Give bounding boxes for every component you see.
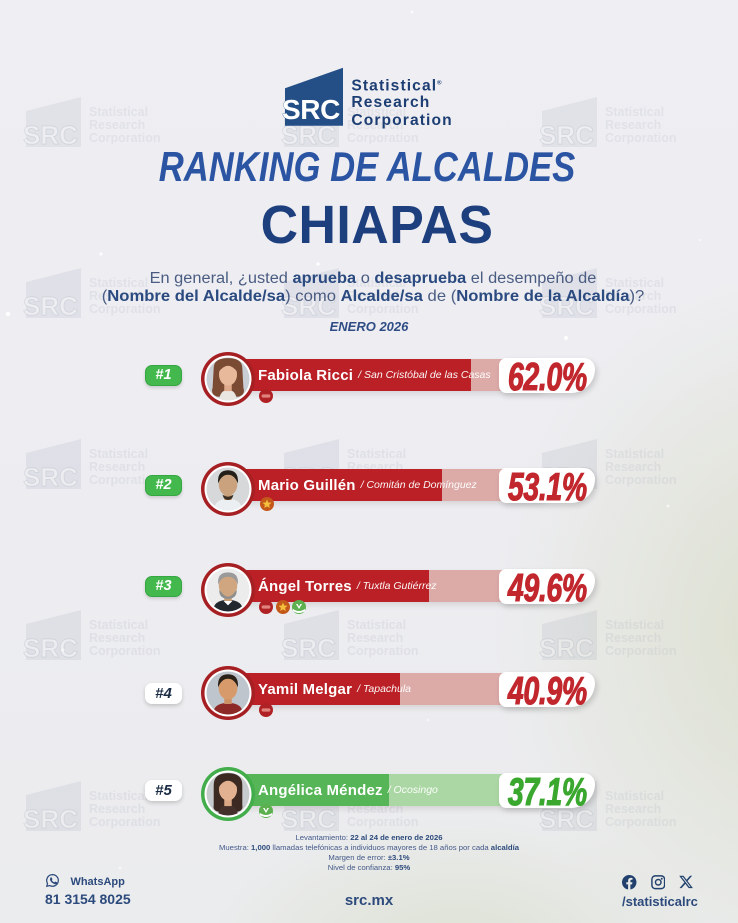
svg-text:Statistical: Statistical [89,276,148,290]
svg-text:Research: Research [605,460,661,474]
svg-text:Research: Research [605,289,661,303]
svg-text:Corporation: Corporation [347,302,419,316]
svg-text:SRC: SRC [23,120,78,150]
svg-text:SRC: SRC [281,804,336,834]
svg-text:Corporation: Corporation [89,302,161,316]
svg-text:Research: Research [89,118,145,132]
svg-text:Research: Research [351,94,430,111]
svg-text:Statistical®: Statistical® [351,78,442,95]
svg-text:Research: Research [89,460,145,474]
svg-text:Research: Research [89,631,145,645]
svg-text:Statistical: Statistical [347,276,406,290]
svg-text:Corporation: Corporation [347,644,419,658]
svg-text:Corporation: Corporation [89,131,161,145]
svg-text:Corporation: Corporation [605,473,677,487]
svg-text:Research: Research [605,118,661,132]
svg-text:SRC: SRC [23,804,78,834]
svg-text:Statistical: Statistical [347,105,406,119]
svg-text:Statistical: Statistical [605,618,664,632]
svg-text:Research: Research [347,631,403,645]
svg-text:Corporation: Corporation [605,815,677,829]
svg-text:Research: Research [605,802,661,816]
svg-text:SRC: SRC [539,804,594,834]
svg-text:Statistical: Statistical [89,789,148,803]
svg-text:Research: Research [89,289,145,303]
svg-text:Corporation: Corporation [89,815,161,829]
svg-text:Statistical: Statistical [89,618,148,632]
svg-text:SRC: SRC [539,120,594,150]
svg-text:SRC: SRC [282,94,340,125]
svg-text:Statistical: Statistical [89,447,148,461]
svg-text:SRC: SRC [539,633,594,663]
svg-text:Statistical: Statistical [605,105,664,119]
svg-text:Statistical: Statistical [89,105,148,119]
svg-text:Corporation: Corporation [89,473,161,487]
svg-text:Research: Research [347,289,403,303]
svg-text:Corporation: Corporation [605,644,677,658]
svg-text:Statistical: Statistical [605,447,664,461]
svg-text:Statistical: Statistical [605,276,664,290]
svg-text:Corporation: Corporation [347,815,419,829]
svg-text:Statistical: Statistical [605,789,664,803]
svg-text:Statistical: Statistical [347,618,406,632]
svg-text:SRC: SRC [23,291,78,321]
svg-text:Corporation: Corporation [351,112,452,129]
svg-text:SRC: SRC [23,633,78,663]
svg-text:Research: Research [347,118,403,132]
svg-text:SRC: SRC [281,633,336,663]
svg-text:SRC: SRC [281,291,336,321]
svg-text:Corporation: Corporation [605,302,677,316]
svg-text:Corporation: Corporation [605,131,677,145]
svg-text:Corporation: Corporation [347,131,419,145]
svg-text:Research: Research [89,802,145,816]
svg-text:SRC: SRC [23,462,78,492]
svg-text:SRC: SRC [539,291,594,321]
svg-text:Corporation: Corporation [89,644,161,658]
svg-text:Statistical: Statistical [347,447,406,461]
svg-text:Research: Research [605,631,661,645]
